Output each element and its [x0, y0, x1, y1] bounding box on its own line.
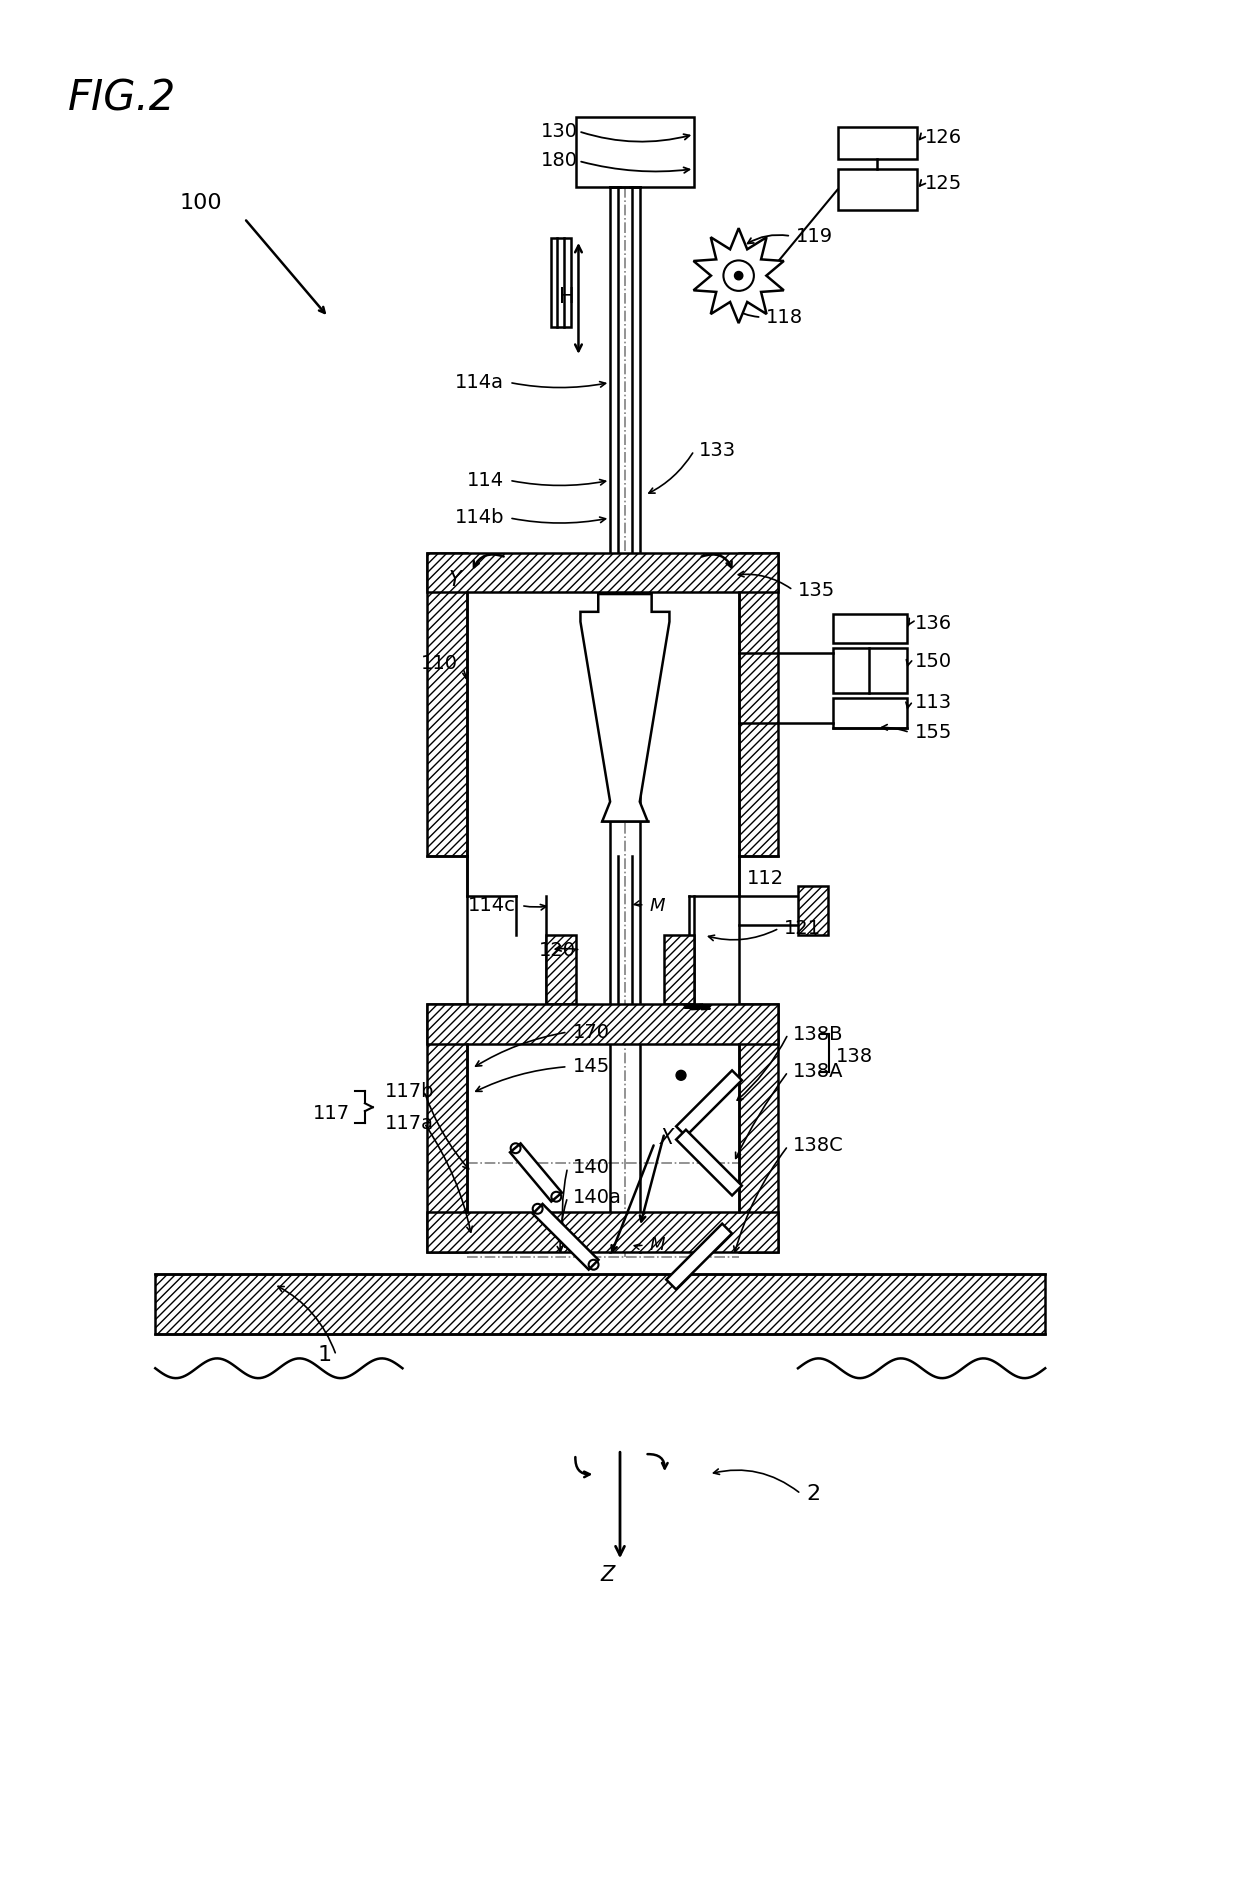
Text: X: X: [660, 1127, 673, 1148]
Polygon shape: [676, 1070, 742, 1137]
Bar: [428, 1004, 466, 1251]
Bar: [428, 1004, 779, 1044]
Text: 138C: 138C: [794, 1137, 843, 1156]
Bar: [546, 935, 575, 1004]
Text: FIG.2: FIG.2: [68, 78, 176, 120]
Bar: [837, 169, 916, 211]
Circle shape: [734, 272, 743, 279]
Bar: [155, 1274, 1045, 1335]
Text: M: M: [650, 897, 665, 914]
Bar: [551, 238, 570, 327]
Text: 113: 113: [915, 694, 952, 713]
Text: 135: 135: [799, 580, 836, 599]
Bar: [428, 1004, 466, 1251]
Polygon shape: [510, 1143, 562, 1201]
Text: 114a: 114a: [455, 373, 505, 392]
Bar: [428, 553, 779, 591]
Bar: [739, 553, 779, 855]
Bar: [832, 614, 906, 643]
Polygon shape: [676, 1129, 742, 1196]
Bar: [837, 127, 916, 160]
Text: 150: 150: [915, 652, 952, 671]
Text: 100: 100: [180, 194, 223, 213]
Text: 155: 155: [915, 722, 952, 741]
Text: 1: 1: [317, 1346, 331, 1365]
Bar: [832, 648, 906, 694]
Text: 133: 133: [699, 441, 737, 460]
Polygon shape: [693, 228, 784, 323]
Bar: [799, 886, 827, 935]
Text: 118: 118: [766, 308, 804, 327]
Bar: [739, 1004, 779, 1251]
Bar: [665, 935, 694, 1004]
Text: 119: 119: [796, 226, 833, 245]
Bar: [428, 553, 466, 855]
Text: 117a: 117a: [384, 1114, 434, 1133]
Text: 110: 110: [420, 654, 458, 673]
Polygon shape: [533, 1203, 599, 1270]
Circle shape: [723, 260, 754, 291]
Text: 112: 112: [746, 869, 784, 888]
Text: 125: 125: [925, 175, 962, 194]
Text: M: M: [650, 1236, 665, 1253]
Bar: [428, 553, 779, 591]
Bar: [665, 935, 694, 1004]
Bar: [428, 1213, 779, 1251]
Text: 2: 2: [806, 1485, 820, 1504]
Bar: [575, 118, 694, 186]
Polygon shape: [580, 593, 670, 821]
Text: 120: 120: [538, 941, 575, 960]
Text: 117b: 117b: [384, 1082, 434, 1101]
Text: 114c: 114c: [469, 895, 516, 914]
Text: 126: 126: [925, 127, 962, 146]
Text: 138B: 138B: [794, 1025, 843, 1044]
Bar: [546, 935, 575, 1004]
Bar: [739, 1004, 779, 1251]
Text: 138: 138: [836, 1047, 873, 1066]
Bar: [832, 698, 906, 728]
Text: 145: 145: [573, 1057, 610, 1076]
Text: 138A: 138A: [794, 1063, 843, 1082]
Text: 130: 130: [541, 122, 578, 141]
Bar: [155, 1274, 1045, 1335]
Text: 136: 136: [915, 614, 952, 633]
Text: Y: Y: [449, 570, 461, 589]
Text: 180: 180: [541, 152, 578, 171]
Polygon shape: [666, 1224, 732, 1289]
Text: 121: 121: [784, 918, 821, 937]
Text: Z: Z: [600, 1565, 614, 1585]
Bar: [739, 553, 779, 855]
Bar: [428, 1213, 779, 1251]
Text: H: H: [559, 287, 574, 308]
Circle shape: [676, 1070, 686, 1080]
Bar: [428, 553, 466, 855]
Text: 117: 117: [312, 1104, 350, 1123]
Bar: [428, 1004, 779, 1044]
Text: 114: 114: [467, 471, 505, 490]
Text: 140a: 140a: [573, 1188, 621, 1207]
Bar: [799, 886, 827, 935]
Text: 114b: 114b: [455, 508, 505, 527]
Text: 140: 140: [573, 1158, 610, 1177]
Text: 170: 170: [573, 1023, 610, 1042]
